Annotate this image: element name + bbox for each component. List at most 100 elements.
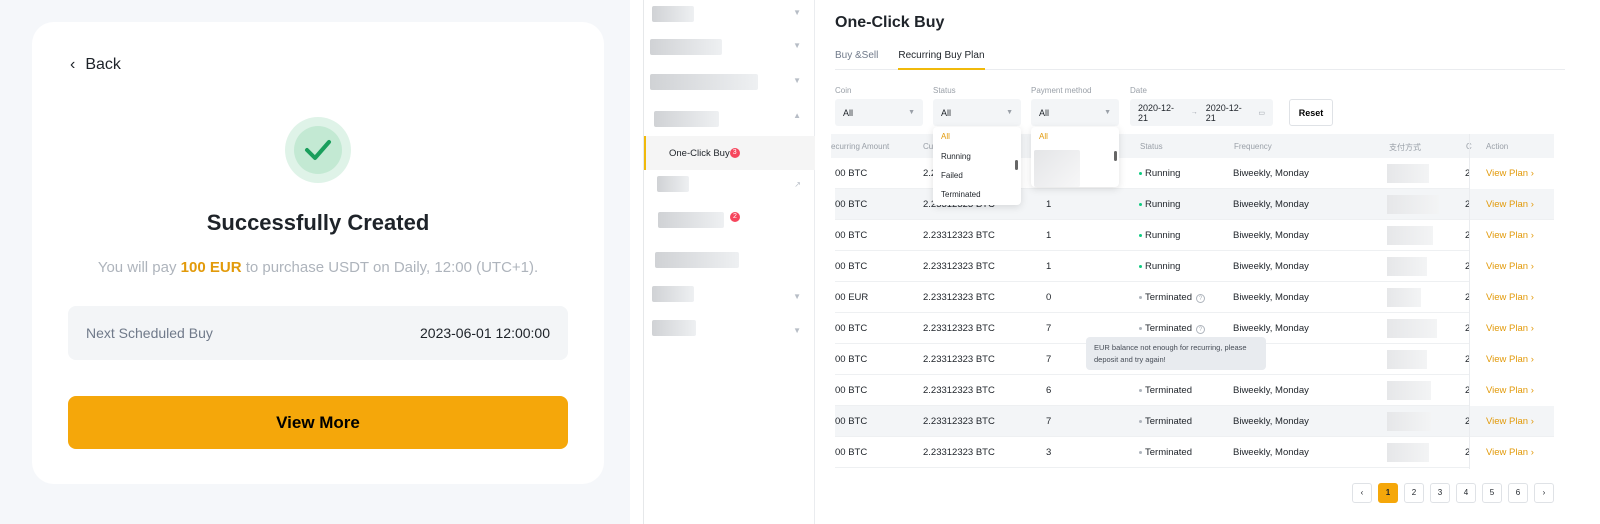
frequency: Biweekly, Monday (1233, 199, 1309, 210)
date: 2( (1465, 323, 1470, 334)
payment-method-blurred (1387, 381, 1431, 400)
table-row: 00 BTC 2.23312323 BTC 3 Terminated Biwee… (835, 437, 1534, 468)
count: 7 (1046, 323, 1052, 334)
success-panel: ‹ Back Successfully Created You will pay … (0, 0, 630, 524)
payment-option[interactable]: All (1039, 132, 1048, 141)
sidebar-item[interactable]: ↗ (644, 174, 815, 205)
view-plan-link[interactable]: View Plan › (1486, 261, 1534, 272)
payment-method-blurred (1387, 319, 1437, 338)
tab-buy-sell[interactable]: Buy &Sell (835, 50, 879, 61)
count: 3 (1046, 447, 1052, 458)
status: Running (1139, 199, 1180, 210)
view-plan-link[interactable]: View Plan › (1486, 292, 1534, 303)
sidebar-item[interactable]: ▼ (644, 33, 815, 64)
scrollbar[interactable] (1114, 151, 1117, 161)
date-range-picker[interactable]: 2020-12-21 → 2020-12-21 ▭ (1130, 99, 1273, 126)
notification-badge: 3 (729, 148, 740, 158)
date: 2( (1465, 447, 1470, 458)
column-header: Frequency (1234, 142, 1272, 151)
payment-option[interactable] (1034, 150, 1080, 187)
help-icon[interactable]: ? (1196, 325, 1205, 334)
table-row: 00 EUR 2.23312323 BTC 0 Terminated? Biwe… (835, 282, 1534, 313)
status-select[interactable]: All ▼ (933, 99, 1021, 126)
success-title: Successfully Created (206, 210, 430, 235)
view-plan-link[interactable]: View Plan › (1486, 230, 1534, 241)
coin-select[interactable]: All ▼ (835, 99, 923, 126)
table-row: 00 BTC 2.2 Running Biweekly, Monday 2( V… (835, 158, 1534, 189)
view-plan-link[interactable]: View Plan › (1486, 354, 1534, 365)
status: Running (1139, 230, 1180, 241)
column-header: 支付方式 (1389, 143, 1421, 152)
status: Terminated (1139, 447, 1192, 458)
page-button[interactable]: 4 (1456, 483, 1476, 503)
date: 2( (1465, 199, 1470, 210)
frequency: Biweekly, Monday (1233, 292, 1309, 303)
back-button[interactable]: ‹ Back (70, 56, 121, 74)
sidebar-item[interactable] (644, 250, 815, 281)
status: Terminated? (1139, 323, 1205, 334)
date: 2( (1465, 261, 1470, 272)
recurring-amount: 00 BTC (835, 261, 868, 272)
page-button[interactable]: 6 (1508, 483, 1528, 503)
recurring-amount: 00 BTC (835, 447, 868, 458)
action-column-divider (1469, 134, 1470, 469)
page-button[interactable]: 2 (1404, 483, 1424, 503)
recurring-amount: 00 BTC (835, 168, 868, 179)
date: 2( (1465, 354, 1470, 365)
sidebar-item[interactable]: ▲ (644, 103, 815, 134)
payment-method-blurred (1387, 412, 1431, 431)
prev-page-button[interactable]: ‹ (1352, 483, 1372, 503)
date: 2( (1465, 230, 1470, 241)
status-dot-icon (1139, 450, 1142, 454)
chevron-left-icon: ‹ (70, 56, 76, 73)
tooltip: EUR balance not enough for recurring, pl… (1086, 337, 1266, 370)
recurring-amount: 00 BTC (835, 416, 868, 427)
sidebar-item[interactable]: ▼ (644, 0, 815, 31)
payment-method-blurred (1387, 164, 1429, 183)
sidebar-item[interactable]: ▼ (644, 68, 815, 99)
status-option[interactable]: Failed (941, 171, 963, 180)
payment-method-select[interactable]: All ▼ (1031, 99, 1119, 126)
page-button[interactable]: 1 (1378, 483, 1398, 503)
column-header: Status (1140, 142, 1163, 151)
status-dot-icon (1139, 326, 1142, 330)
view-plan-link[interactable]: View Plan › (1486, 416, 1534, 427)
tab-recurring-buy-plan[interactable]: Recurring Buy Plan (898, 50, 985, 70)
view-plan-link[interactable]: View Plan › (1486, 323, 1534, 334)
view-plan-link[interactable]: View Plan › (1486, 385, 1534, 396)
view-plan-link[interactable]: View Plan › (1486, 168, 1534, 179)
recurring-amount: 00 BTC (835, 385, 868, 396)
page-title: One-Click Buy (835, 14, 945, 31)
help-icon[interactable]: ? (1196, 294, 1205, 303)
status: Running (1139, 168, 1180, 179)
count: 0 (1046, 292, 1052, 303)
view-more-button[interactable]: View More (68, 396, 568, 449)
sidebar-item[interactable]: ▼ (644, 284, 815, 315)
sidebar-item[interactable]: 2 (644, 208, 815, 239)
current-amount: 2.2 (923, 168, 937, 179)
table-row: 00 BTC 2.23312323 BTC 7 Terminated Biwee… (835, 406, 1554, 437)
table-row: 00 BTC 2.23312323 BTC 1 Running Biweekly… (835, 220, 1534, 251)
scrollbar[interactable] (1015, 160, 1018, 170)
status: Terminated? (1139, 292, 1205, 303)
next-page-button[interactable]: › (1534, 483, 1554, 503)
count: 1 (1046, 261, 1052, 272)
view-plan-link[interactable]: View Plan › (1486, 447, 1534, 458)
page-button[interactable]: 5 (1482, 483, 1502, 503)
divider (643, 0, 644, 524)
table-row: 00 BTC 2.23312323 BTC 6 Terminated Biwee… (835, 375, 1534, 406)
count: 7 (1046, 354, 1052, 365)
status-option[interactable]: Terminated (941, 190, 981, 199)
frequency: Biweekly, Monday (1233, 416, 1309, 427)
view-plan-link[interactable]: View Plan › (1486, 199, 1534, 210)
status-option[interactable]: Running (941, 152, 971, 161)
success-check-icon (285, 117, 351, 183)
page-button[interactable]: 3 (1430, 483, 1450, 503)
status-option[interactable]: All (941, 132, 950, 141)
sidebar-item-one-click-buy[interactable]: One-Click Buy 3 (644, 136, 815, 170)
sidebar-item[interactable]: ▼ (644, 318, 815, 349)
status-dot-icon (1139, 171, 1142, 175)
date-label: Date (1130, 86, 1147, 95)
recurring-amount: 00 BTC (835, 323, 868, 334)
reset-button[interactable]: Reset (1289, 99, 1333, 126)
